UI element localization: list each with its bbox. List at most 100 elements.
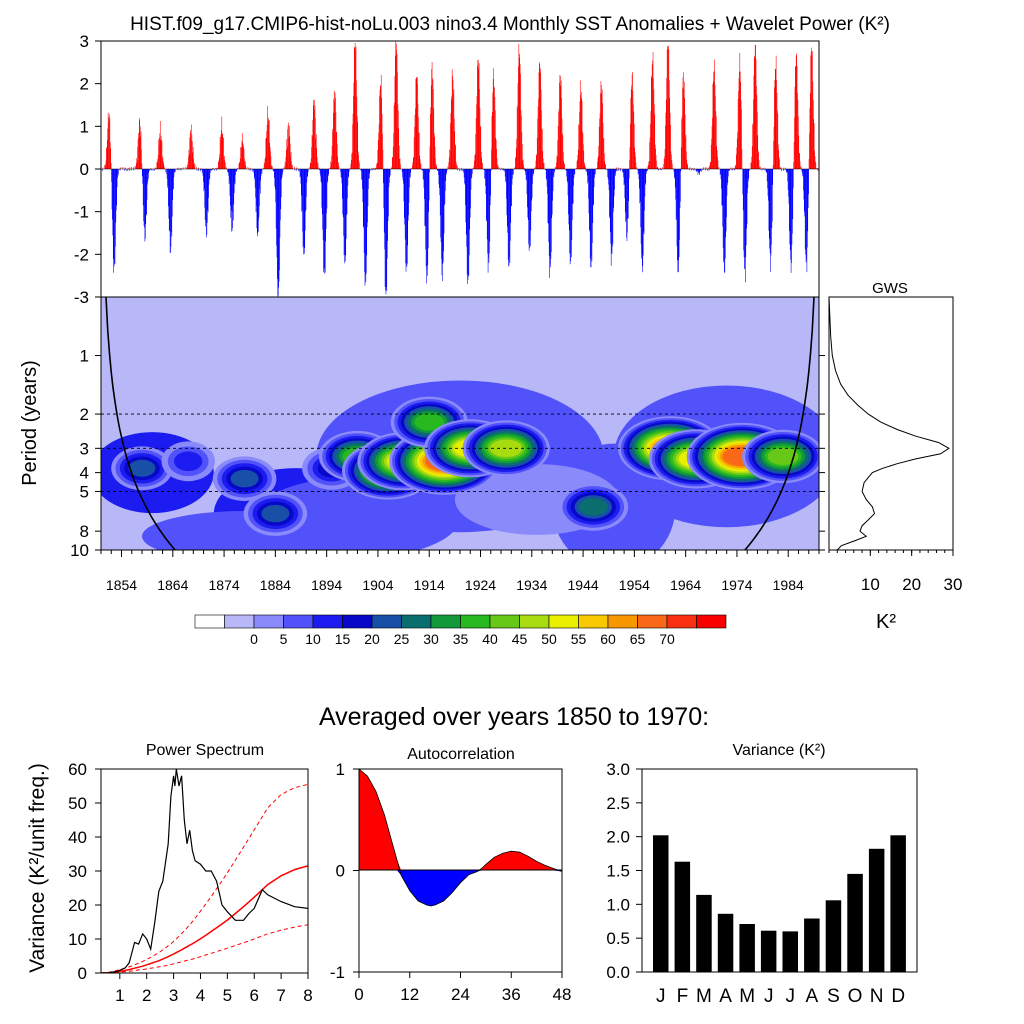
anomaly-bar-negative [463,169,465,178]
anomaly-bar-positive [351,153,353,169]
anomaly-bar-negative [572,169,573,204]
anomaly-bar-positive [636,167,638,169]
anomaly-bar-positive [657,166,658,169]
anomaly-bar-positive [541,110,542,169]
anomaly-bar-positive [741,149,743,169]
anomaly-bar-positive [686,159,688,169]
anomaly-bar-positive [811,47,812,169]
anomaly-bar-positive [604,161,606,169]
anomaly-bar-negative [259,169,260,207]
anomaly-bar-negative [705,169,706,171]
variance-x-tick-label: M [739,986,755,1007]
anomaly-bar-negative [490,169,492,171]
anomaly-bar-negative [205,169,207,223]
anomaly-bar-positive [328,168,330,169]
anomaly-bar-negative [207,169,209,213]
anomaly-bar-positive [391,166,393,169]
anomaly-bar-negative [678,169,680,258]
anomaly-bar-positive [539,62,540,169]
anomaly-bar-negative [525,169,527,181]
anomaly-bar-negative [509,169,511,263]
anomaly-bar-positive [186,167,188,169]
anomaly-bar-positive [414,126,415,169]
anomaly-bar-negative [115,169,116,247]
anomaly-bar-negative [588,169,589,199]
variance-x-tick-label: F [677,986,689,1007]
anomaly-bar-positive [418,132,420,169]
anomaly-bar-positive [394,75,396,169]
anomaly-bar-negative [789,169,791,245]
anomaly-bar-positive [447,166,449,169]
anomaly-bar-positive [309,162,311,169]
anomaly-bar-positive [521,144,523,169]
anomaly-bar-positive [283,167,284,169]
anomaly-bar-negative [641,169,643,254]
variance-y-tick-label: 3.0 [606,760,630,779]
anomaly-bar-positive [217,167,218,169]
gws-x-tick-label: 20 [902,575,921,594]
anomaly-bar-negative [708,169,710,171]
anomaly-bar-positive [337,162,339,169]
anomaly-bar-positive [757,135,759,169]
anomaly-bar-positive [517,105,518,169]
anomaly-bar-positive [751,146,753,169]
anomaly-bar-negative [641,169,642,259]
anomaly-bar-positive [584,162,585,169]
anomaly-bar-positive [198,167,199,169]
anomaly-bar-negative [146,169,147,215]
anomaly-bar-positive [449,149,450,169]
anomaly-bar-positive [563,163,565,169]
power-spectrum-x-tick-label: 5 [223,986,232,1005]
anomaly-bar-negative [384,169,386,287]
anomaly-bar-positive [536,137,538,169]
anomaly-bar-negative [533,169,535,174]
wavelet-x-tick-label: 1894 [311,577,342,593]
anomaly-bar-negative [119,169,120,170]
anomaly-bar-negative [742,169,744,211]
power-spectrum-y-tick-label: 30 [68,862,87,881]
anomaly-bar-negative [530,169,532,231]
anomaly-bar-positive [155,168,156,169]
variance-y-tick-label: 1.0 [606,895,630,914]
anomaly-bar-positive [495,139,497,169]
anomaly-bar-negative [364,169,365,272]
anomaly-bar-negative [787,169,788,182]
anomaly-bar-negative [471,169,472,179]
anomaly-bar-negative [147,169,148,185]
anomaly-bar-negative [468,169,469,277]
anomaly-bar-positive [648,165,649,169]
anomaly-bar-negative [146,169,148,200]
anomaly-bar-positive [237,167,238,169]
anomaly-bar-positive [266,131,267,169]
anomaly-bar-positive [709,166,710,169]
anomaly-bar-positive [418,117,419,169]
anomaly-bar-positive [268,118,269,169]
wavelet-y-tick-label: 5 [80,482,89,501]
variance-bar [739,924,755,972]
anomaly-bar-negative [124,169,125,171]
anomaly-bar-negative [321,169,323,215]
variance-y-tick-label: 2.0 [606,828,630,847]
anomaly-bar-positive [284,161,286,169]
anomaly-bar-positive [393,105,395,169]
anomaly-bar-positive [763,167,764,169]
anomaly-bar-positive [136,160,138,169]
anomaly-bar-positive [288,122,289,169]
anomaly-bar-positive [411,168,412,169]
anomaly-bar-negative [639,169,640,189]
anomaly-bar-positive [665,125,666,169]
anomaly-y-tick-label: -2 [74,245,89,264]
anomaly-bar-negative [728,169,729,171]
anomaly-bar-positive [120,167,121,169]
anomaly-bar-negative [613,169,615,197]
anomaly-bar-negative [444,169,445,206]
anomaly-bar-negative [615,169,617,173]
anomaly-bar-negative [305,169,306,212]
anomaly-bar-negative [531,169,532,201]
anomaly-bar-negative [626,169,627,238]
anomaly-bar-positive [262,167,264,169]
anomaly-bar-positive [668,45,669,170]
anomaly-bar-positive [357,116,358,169]
anomaly-bar-positive [601,84,602,169]
